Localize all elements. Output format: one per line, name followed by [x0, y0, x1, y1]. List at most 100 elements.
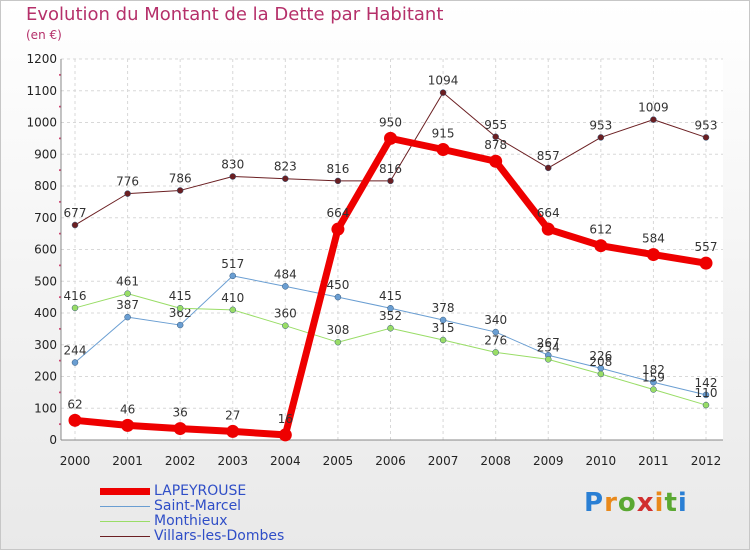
data-label: 352	[379, 309, 402, 323]
data-label: 415	[169, 289, 192, 303]
data-label: 823	[274, 160, 297, 174]
x-tick-label: 2001	[112, 454, 143, 468]
y-tick-label: 400	[34, 306, 57, 320]
data-point	[173, 422, 187, 436]
data-point	[71, 359, 79, 366]
data-point	[68, 413, 82, 427]
data-label: 62	[67, 397, 82, 411]
data-label: 677	[64, 206, 87, 220]
data-point	[282, 322, 289, 329]
logo-letter: P	[584, 488, 605, 518]
logo-letter: o	[617, 488, 637, 518]
data-label: 484	[274, 267, 297, 281]
data-label: 244	[64, 344, 87, 358]
chart-unit: (en €)	[26, 28, 62, 42]
y-tick-label: 1000	[26, 116, 57, 130]
y-tick-label: 600	[34, 243, 57, 257]
data-point	[229, 306, 236, 314]
data-label: 182	[642, 363, 665, 377]
data-label: 517	[221, 257, 244, 271]
y-tick-label: 500	[34, 274, 57, 288]
data-point	[650, 116, 657, 123]
data-point	[541, 222, 555, 236]
data-label: 36	[173, 406, 188, 420]
data-point	[545, 164, 552, 172]
data-point	[439, 316, 447, 324]
data-label: 276	[484, 333, 507, 347]
x-tick-label: 2003	[217, 454, 248, 468]
logo-letter: r	[604, 488, 618, 518]
data-point	[229, 272, 236, 280]
data-label: 360	[274, 307, 297, 321]
data-label: 1009	[638, 101, 669, 115]
data-point	[594, 239, 608, 253]
data-point	[229, 173, 236, 180]
data-point	[334, 338, 342, 346]
data-label: 786	[169, 171, 192, 185]
x-tick-label: 2011	[638, 454, 669, 468]
x-tick-label: 2006	[375, 454, 406, 468]
y-tick-label: 200	[34, 370, 57, 384]
data-point	[334, 293, 342, 301]
data-point	[489, 154, 503, 168]
data-label: 340	[484, 313, 507, 327]
data-label: 226	[589, 349, 612, 363]
data-label: 416	[64, 289, 87, 303]
logo-letter: t	[664, 488, 678, 518]
data-point	[597, 370, 605, 378]
data-label: 953	[695, 118, 718, 132]
data-point	[650, 378, 657, 386]
data-point	[176, 304, 184, 312]
data-point	[124, 313, 131, 321]
data-point	[331, 222, 345, 236]
legend-label: Saint-Marcel	[154, 498, 242, 514]
data-label: 415	[379, 289, 402, 303]
data-point	[282, 283, 289, 290]
data-label: 664	[326, 206, 349, 220]
data-point	[702, 134, 710, 141]
chart-title: Evolution du Montant de la Dette par Hab…	[26, 4, 444, 25]
data-point	[492, 349, 499, 356]
data-label: 142	[695, 376, 718, 390]
data-label: 254	[537, 340, 560, 354]
legend-swatch	[100, 536, 150, 537]
y-tick-label: 800	[34, 179, 57, 193]
data-point	[176, 321, 184, 329]
data-point	[439, 336, 447, 344]
data-point	[278, 428, 292, 442]
logo-letter: i	[677, 488, 688, 518]
data-point	[436, 142, 450, 156]
y-tick-label: 900	[34, 147, 57, 161]
proxiti-logo: Proxiti	[584, 488, 688, 518]
x-tick-label: 2009	[533, 454, 564, 468]
data-label: 46	[120, 402, 135, 416]
data-label: 776	[116, 175, 139, 189]
data-point	[387, 304, 394, 312]
data-point	[387, 324, 394, 332]
data-point	[71, 304, 79, 312]
data-point	[384, 131, 397, 145]
data-label: 450	[326, 278, 349, 292]
data-point	[702, 401, 710, 409]
x-tick-label: 2002	[165, 454, 196, 468]
data-label: 857	[537, 149, 560, 163]
data-point	[699, 256, 713, 270]
x-tick-label: 2005	[323, 454, 354, 468]
data-label: 362	[169, 306, 192, 320]
x-tick-label: 2012	[691, 454, 722, 468]
data-point	[387, 177, 394, 185]
y-tick-label: 1100	[26, 84, 57, 98]
data-label: 27	[225, 408, 240, 422]
data-label: 878	[484, 138, 507, 152]
data-label: 953	[589, 118, 612, 132]
data-label: 267	[537, 336, 560, 350]
legend-swatch	[100, 488, 150, 495]
logo-letter: x	[636, 488, 655, 518]
data-label: 208	[589, 355, 612, 369]
y-tick-label: 300	[34, 338, 57, 352]
y-tick-label: 0	[49, 433, 57, 447]
data-label: 612	[589, 223, 612, 237]
data-point	[650, 386, 657, 393]
legend-label: Monthieux	[154, 513, 228, 529]
